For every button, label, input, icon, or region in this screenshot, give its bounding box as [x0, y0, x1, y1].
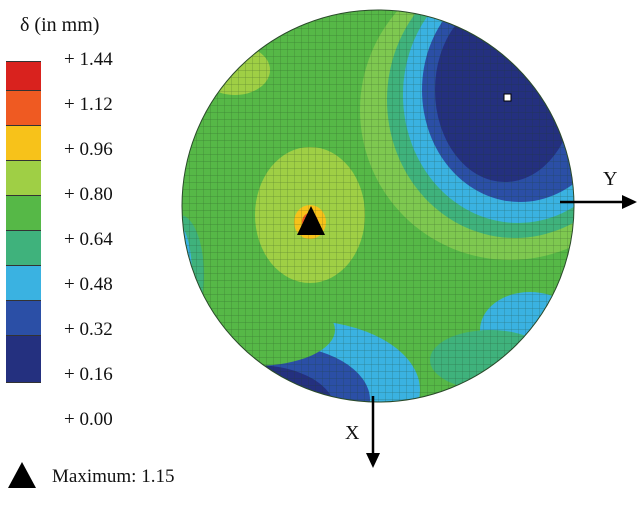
x-axis-label: X — [345, 422, 360, 444]
disk-outline — [181, 9, 575, 403]
color-swatch-7 — [6, 265, 41, 301]
mesh-overlay — [182, 10, 574, 402]
legend-tick-9: + 0.00 — [64, 409, 113, 430]
legend-tick-1: + 1.44 — [64, 49, 113, 70]
x-axis-arrowhead-icon — [366, 453, 380, 468]
color-swatch-9 — [6, 335, 41, 383]
maximum-triangle-icon — [297, 206, 325, 235]
color-swatch-5 — [6, 195, 41, 231]
y-axis-label: Y — [603, 168, 618, 190]
color-swatch-8 — [6, 300, 41, 336]
legend-tick-8: + 0.16 — [64, 364, 113, 385]
legend-tick-3: + 0.96 — [64, 139, 113, 160]
color-swatch-4 — [6, 160, 41, 196]
maximum-label: Maximum: 1.15 — [52, 466, 175, 487]
node-marker — [503, 93, 512, 102]
legend-tick-2: + 1.12 — [64, 94, 113, 115]
legend-title: δ (in mm) — [20, 14, 100, 36]
y-axis-arrowhead-icon — [622, 195, 637, 209]
legend-tick-6: + 0.48 — [64, 274, 113, 295]
legend-tick-4: + 0.80 — [64, 184, 113, 205]
legend-tick-5: + 0.64 — [64, 229, 113, 250]
legend-tick-7: + 0.32 — [64, 319, 113, 340]
